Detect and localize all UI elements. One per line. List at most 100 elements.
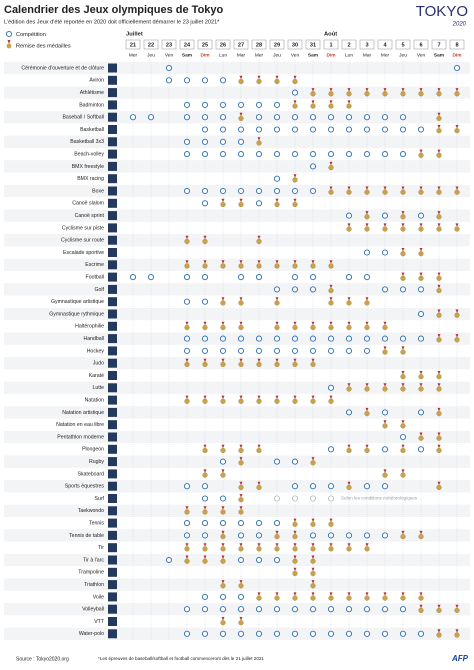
footer-note: *Les épreuves de baseball/softball et fo… (98, 656, 264, 661)
competition-icon (147, 274, 155, 281)
day-label: 23 (166, 42, 172, 48)
sport-label: Cérémonie d'ouverture et de clôture (21, 65, 104, 71)
competition-icon (219, 520, 227, 527)
competition-icon (381, 409, 389, 416)
competition-icon (201, 335, 209, 342)
competition-icon (183, 483, 191, 490)
competition-icon (201, 532, 209, 539)
medal-icon (274, 260, 280, 269)
medal-icon (310, 580, 316, 589)
competition-icon (237, 606, 245, 613)
weekday-label: Dim (200, 52, 209, 58)
weekday-label: Jeu (147, 52, 155, 58)
sport-icon (108, 248, 117, 257)
competition-icon (201, 114, 209, 121)
competition-icon (255, 532, 263, 539)
competition-icon (237, 593, 245, 600)
medal-icon (256, 235, 262, 244)
competition-icon (363, 114, 371, 121)
sport-label: Taekwondo (78, 508, 104, 514)
medal-icon (364, 444, 370, 454)
sport-label: Tir (98, 545, 104, 551)
medal-icon (292, 518, 298, 527)
competition-icon (237, 187, 245, 195)
day-label: 24 (184, 42, 191, 48)
medal-icon (454, 223, 460, 232)
sport-label: BMX freestyle (72, 164, 104, 170)
competition-icon (237, 126, 245, 133)
day-label: 30 (292, 42, 298, 48)
medal-icon (346, 297, 352, 306)
competition-icon (363, 606, 371, 613)
competition-icon (201, 138, 209, 145)
sport-icon (108, 371, 117, 380)
competition-icon (327, 347, 335, 354)
conditional-icon (327, 495, 334, 502)
sport-label: Natation (85, 397, 104, 403)
sport-label: Karaté (89, 373, 104, 379)
day-label: 1 (329, 42, 332, 48)
medal-icon (292, 75, 298, 85)
competition-icon (219, 593, 227, 600)
sport-label: Rugby (89, 459, 104, 465)
medal-icon (346, 383, 352, 392)
sport-icon (108, 112, 117, 122)
legend-competition: Compétition (16, 32, 46, 38)
competition-icon (399, 433, 407, 441)
competition-icon (165, 64, 173, 72)
competition-icon (363, 483, 371, 490)
medal-icon (418, 592, 424, 601)
competition-icon (183, 630, 191, 637)
medal-icon (184, 321, 190, 331)
medal-icon (274, 321, 280, 331)
competition-icon (237, 630, 245, 637)
competition-icon (345, 335, 353, 342)
sport-icon (108, 125, 117, 134)
legend-medal: Remise des médailles (16, 43, 71, 49)
competition-icon (417, 335, 425, 342)
sport-icon (108, 543, 117, 553)
competition-icon (345, 126, 353, 133)
competition-icon (219, 630, 227, 637)
sport-icon (108, 272, 117, 282)
medal-icon (436, 186, 442, 195)
competition-icon (363, 532, 371, 539)
day-label: 28 (256, 42, 262, 48)
sport-label: Hockey (87, 348, 105, 354)
medal-icon (220, 358, 226, 367)
competition-icon (363, 126, 371, 133)
sport-label: Canoë sprint (75, 213, 105, 219)
sport-icon (108, 555, 117, 565)
medal-icon (220, 543, 226, 552)
medal-icon (382, 383, 388, 392)
competition-icon (237, 556, 245, 564)
medal-icon (220, 506, 226, 515)
competition-icon (381, 212, 389, 219)
medal-icon (346, 543, 352, 552)
sport-icon (108, 629, 117, 639)
weekday-label: Mer (255, 52, 264, 58)
medal-icon (292, 198, 298, 208)
competition-icon (237, 138, 245, 145)
medal-icon (418, 604, 424, 613)
conditional-icon (291, 495, 298, 502)
competition-icon (255, 200, 263, 207)
competition-icon (381, 249, 389, 256)
sport-label: Basketball 3x3 (70, 139, 104, 145)
weekday-label: Lun (219, 52, 227, 58)
medal-icon (454, 604, 460, 613)
sport-icon (108, 260, 117, 270)
competition-icon (201, 347, 209, 354)
medal-icon (238, 457, 244, 466)
medal-icon (400, 444, 406, 454)
medal-icon (202, 358, 208, 367)
competition-icon (363, 335, 371, 342)
competition-icon (255, 114, 263, 121)
sport-label: Sports équestres (65, 484, 105, 490)
competition-icon (201, 630, 209, 637)
sport-label: Escrime (85, 262, 104, 268)
medal-icon (400, 211, 406, 220)
competition-icon (255, 101, 263, 108)
competition-icon (165, 556, 173, 564)
